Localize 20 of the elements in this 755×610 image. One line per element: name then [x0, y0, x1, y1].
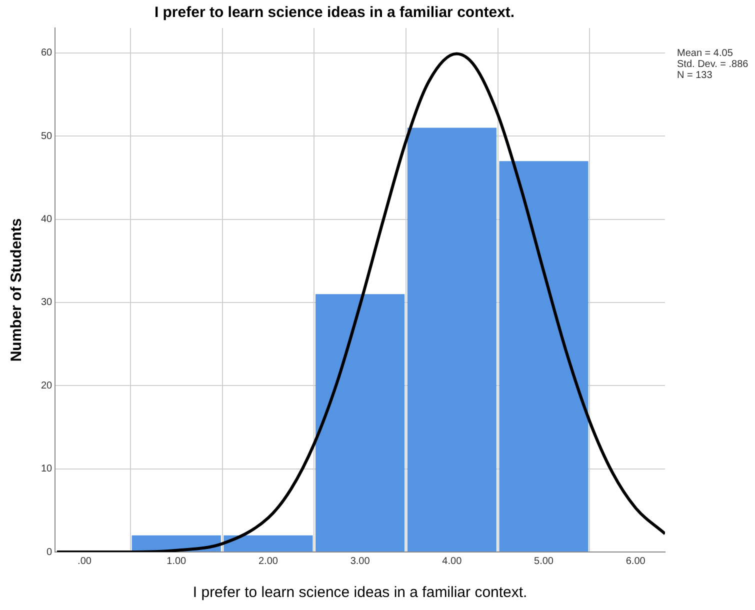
x-axis-title: I prefer to learn science ideas in a familiar context.: [192, 584, 528, 602]
y-tick-label: 20: [41, 380, 53, 392]
x-tick-label: 1.00: [166, 556, 187, 567]
y-tick-label: 40: [41, 214, 53, 226]
y-tick-label: 50: [41, 130, 53, 142]
x-tick-label: 3.00: [350, 556, 370, 567]
y-tick-label: 10: [41, 464, 53, 475]
x-tick-label: 2.00: [258, 556, 278, 567]
x-tick-label: 4.00: [442, 556, 462, 567]
y-tick-label: 30: [41, 297, 53, 308]
y-tick-label: 60: [41, 48, 53, 59]
text: Mean = 4.05: [677, 48, 734, 59]
x-tick-label: 5.00: [534, 556, 554, 567]
y-axis-title: Number of Students: [8, 218, 26, 362]
chart-title: I prefer to learn science ideas in a familiar context.: [154, 4, 515, 22]
x-tick-label: .00: [78, 556, 92, 567]
y-tick-label: 0: [46, 546, 53, 558]
text: N = 133: [677, 70, 713, 81]
text: Std. Dev. = .886: [677, 58, 749, 70]
x-tick-label: 6.00: [626, 556, 646, 567]
